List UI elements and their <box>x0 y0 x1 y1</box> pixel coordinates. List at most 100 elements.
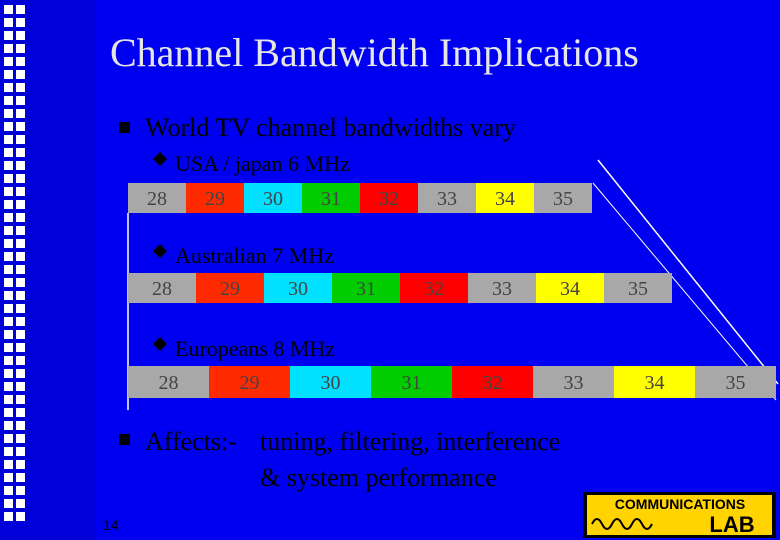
pattern-square <box>4 161 13 170</box>
logo: COMMUNICATIONS LAB <box>583 492 776 538</box>
detail-text: tuning, filtering, interference <box>260 427 560 456</box>
pattern-square <box>4 148 13 157</box>
pattern-square <box>16 395 25 404</box>
side-strip <box>0 0 95 540</box>
pattern-square <box>4 291 13 300</box>
channel-number: 34 <box>560 278 580 300</box>
channel-number: 29 <box>205 188 225 210</box>
pattern-square <box>16 31 25 40</box>
channel-box <box>604 273 672 303</box>
pattern-square <box>4 70 13 79</box>
channel-box <box>536 273 604 303</box>
pattern-square <box>16 330 25 339</box>
channel-box <box>360 183 418 213</box>
pattern-square <box>16 382 25 391</box>
channel-number: 32 <box>424 278 444 300</box>
pattern-square <box>16 122 25 131</box>
channel-box <box>332 273 400 303</box>
channel-number: 29 <box>240 372 260 394</box>
channel-number: 32 <box>379 188 399 210</box>
pattern-square <box>4 460 13 469</box>
pattern-square <box>16 18 25 27</box>
channel-number: 31 <box>402 372 422 394</box>
pattern-square <box>4 5 13 14</box>
pattern-square <box>4 135 13 144</box>
pattern-square <box>16 226 25 235</box>
pattern-square <box>4 434 13 443</box>
pattern-square <box>16 512 25 521</box>
bullet-text: World TV channel bandwidths vary <box>145 113 516 142</box>
pattern-square <box>4 304 13 313</box>
channel-number: 30 <box>321 372 341 394</box>
sub-bullet <box>153 244 167 258</box>
pattern-square <box>4 239 13 248</box>
pattern-square <box>16 200 25 209</box>
pattern-square <box>16 187 25 196</box>
channel-box <box>128 366 209 398</box>
side-pattern <box>4 5 25 521</box>
channel-box <box>418 183 476 213</box>
channel-box <box>534 183 592 213</box>
pattern-square <box>16 421 25 430</box>
channel-box <box>452 366 533 398</box>
pattern-square <box>16 161 25 170</box>
page-number: 14 <box>103 517 119 533</box>
logo-top: COMMUNICATIONS <box>615 496 745 512</box>
pattern-square <box>4 83 13 92</box>
pattern-square <box>4 473 13 482</box>
guide-line <box>597 159 779 385</box>
channel-box <box>476 183 534 213</box>
pattern-square <box>4 330 13 339</box>
sub-bullet <box>153 337 167 351</box>
channel-number: 30 <box>263 188 283 210</box>
channel-box <box>209 366 290 398</box>
pattern-square <box>16 148 25 157</box>
sub-bullet <box>153 152 167 166</box>
pattern-square <box>16 486 25 495</box>
pattern-square <box>4 226 13 235</box>
pattern-square <box>4 44 13 53</box>
channel-box <box>196 273 264 303</box>
pattern-square <box>4 317 13 326</box>
sub-bullet-text: Australian 7 MHz <box>175 243 334 268</box>
channel-rows: USA / japan 6 MHz 28 29 30 31 32 33 34 35 Austral… <box>128 151 776 398</box>
pattern-square <box>16 447 25 456</box>
logo-wave <box>591 518 653 530</box>
pattern-square <box>4 278 13 287</box>
pattern-square <box>4 499 13 508</box>
pattern-square <box>16 278 25 287</box>
channel-box <box>302 183 360 213</box>
pattern-square <box>16 408 25 417</box>
pattern-square <box>4 369 13 378</box>
channel-number: 28 <box>152 278 172 300</box>
pattern-square <box>4 447 13 456</box>
pattern-square <box>16 83 25 92</box>
pattern-square <box>4 57 13 66</box>
channel-number: 31 <box>356 278 376 300</box>
slide-title: Channel Bandwidth Implications <box>110 30 639 75</box>
pattern-square <box>4 408 13 417</box>
pattern-square <box>4 213 13 222</box>
pattern-square <box>16 109 25 118</box>
pattern-square <box>16 135 25 144</box>
channel-number: 29 <box>220 278 240 300</box>
pattern-square <box>16 44 25 53</box>
pattern-square <box>4 18 13 27</box>
channel-number: 28 <box>147 188 167 210</box>
pattern-square <box>4 109 13 118</box>
bullet <box>119 434 130 445</box>
bullet <box>119 122 130 133</box>
pattern-square <box>16 96 25 105</box>
pattern-square <box>16 304 25 313</box>
channel-box <box>244 183 302 213</box>
pattern-square <box>16 265 25 274</box>
pattern-square <box>4 174 13 183</box>
pattern-square <box>16 343 25 352</box>
channel-number: 33 <box>564 372 584 394</box>
pattern-square <box>4 486 13 495</box>
sub-bullet-text: Europeans 8 MHz <box>175 336 335 361</box>
sub-bullet-text: USA / japan 6 MHz <box>175 151 350 176</box>
pattern-square <box>4 382 13 391</box>
